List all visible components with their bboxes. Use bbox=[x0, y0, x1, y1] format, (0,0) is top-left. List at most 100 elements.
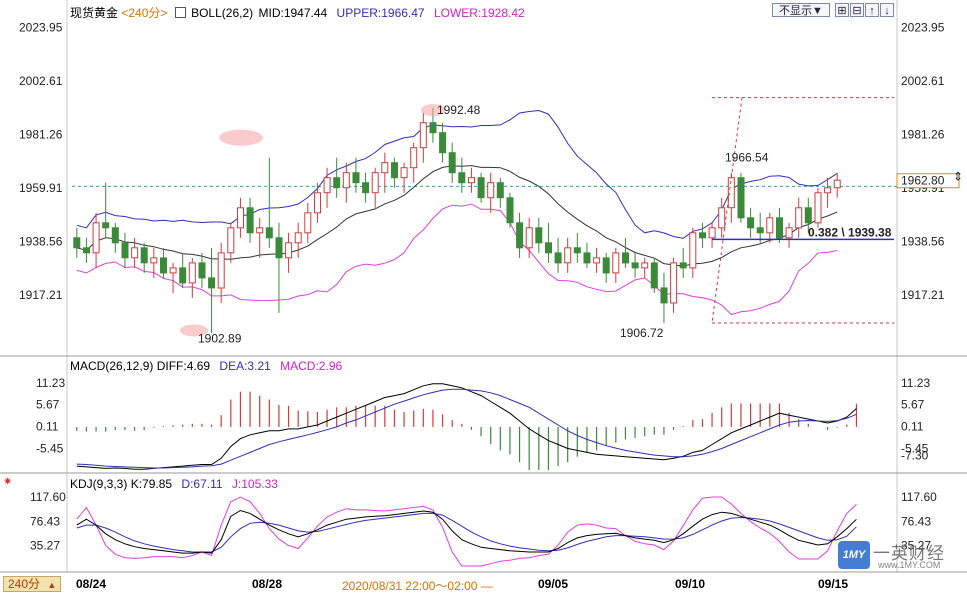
kdj-d: D:67.11 bbox=[181, 477, 223, 491]
instrument-name: 现货黄金 bbox=[70, 6, 119, 20]
period-selector-label: 240分 bbox=[8, 577, 41, 591]
kdj-k-line bbox=[76, 509, 857, 554]
candle-body-57 bbox=[622, 252, 629, 264]
high-marker bbox=[420, 104, 445, 117]
annot-high: 1992.48 bbox=[437, 103, 481, 117]
candle-body-40 bbox=[458, 172, 466, 184]
annot-low-2: 1906.72 bbox=[620, 326, 664, 340]
macd-header: MACD(26,12,9) DIFF:4.69 DEA:3.21 MACD:2.… bbox=[70, 359, 342, 373]
candle-body-50 bbox=[554, 252, 562, 264]
candle-body-66 bbox=[708, 227, 716, 239]
zoom-in-button[interactable]: ⊞ bbox=[835, 3, 849, 17]
price-tick-right-5: 1917.21 bbox=[901, 288, 945, 302]
hide-indicator-button[interactable]: 不显示▼ bbox=[772, 3, 830, 17]
current-price-label: 1962.80 bbox=[901, 174, 945, 188]
upper-marker bbox=[219, 129, 263, 146]
boll-lower-line bbox=[76, 203, 838, 316]
price-tick-left-5: 1917.21 bbox=[19, 288, 63, 302]
macd-tick-right-0: 11.23 bbox=[901, 376, 930, 390]
candle-body-37 bbox=[429, 122, 437, 134]
candle-body-13 bbox=[198, 262, 206, 279]
zoom-out-button[interactable]: ⊟ bbox=[850, 3, 864, 17]
annot-swing-high: 1966.54 bbox=[725, 150, 769, 164]
candle-body-2 bbox=[92, 222, 100, 254]
candle-body-38 bbox=[439, 132, 447, 154]
candle-body-10 bbox=[169, 267, 177, 274]
date-label-3: 09/10 bbox=[675, 577, 706, 591]
settings-gear-icon[interactable]: ✷ bbox=[3, 476, 13, 488]
candle-body-26 bbox=[323, 177, 331, 194]
price-header: 现货黄金 <240分> BOLL(26,2) MID:1947.44 UPPER… bbox=[70, 4, 525, 21]
candle-body-59 bbox=[641, 262, 649, 269]
boll-upper: UPPER:1966.47 bbox=[336, 6, 425, 20]
candle-body-43 bbox=[487, 182, 495, 199]
candle-body-28 bbox=[342, 172, 350, 189]
candle-body-21 bbox=[275, 237, 283, 259]
kdj-tick-left-0: 117.60 bbox=[30, 490, 66, 504]
candle-body-73 bbox=[776, 217, 783, 239]
candle-body-34 bbox=[400, 167, 408, 179]
macd-tick-left-3: -5.45 bbox=[36, 441, 64, 455]
candle-body-33 bbox=[391, 162, 398, 179]
current-price-box bbox=[896, 173, 960, 189]
candle-body-4 bbox=[111, 227, 119, 244]
macd-tick-right-3: -5.45 bbox=[901, 441, 929, 455]
candle-body-0 bbox=[73, 237, 81, 249]
brand-name: 一英财经 bbox=[873, 544, 945, 563]
candle-body-14 bbox=[208, 277, 216, 289]
candle-body-35 bbox=[410, 147, 418, 169]
fib-diagonal bbox=[711, 97, 743, 324]
candle-body-61 bbox=[660, 287, 668, 304]
price-tick-left-4: 1938.56 bbox=[19, 234, 63, 248]
kdj-j: J:105.33 bbox=[231, 477, 278, 491]
candle-body-20 bbox=[265, 227, 273, 239]
boll-mid: MID:1947.44 bbox=[258, 6, 328, 20]
candle-body-69 bbox=[737, 177, 745, 219]
kdj-tick-left-1: 76.43 bbox=[30, 514, 60, 528]
annot-fib: 0.382 \ 1939.38 bbox=[808, 225, 892, 239]
date-label-0: 08/24 bbox=[76, 577, 107, 591]
candle-body-51 bbox=[564, 247, 572, 264]
candle-body-39 bbox=[448, 152, 456, 174]
candle-body-60 bbox=[650, 262, 658, 289]
boll-upper-line bbox=[76, 109, 838, 239]
macd-tick-left-2: 0.11 bbox=[36, 419, 59, 433]
candle-body-17 bbox=[237, 207, 244, 229]
panel-down-button[interactable]: ↓ bbox=[880, 3, 894, 17]
candle-body-8 bbox=[150, 257, 158, 264]
candle-body-78 bbox=[824, 187, 832, 194]
boll-toggle[interactable] bbox=[174, 7, 186, 18]
kdj-header: KDJ(9,3,3) K:79.85 D:67.11 J:105.33 bbox=[70, 477, 278, 491]
candle-body-41 bbox=[468, 177, 475, 184]
candle-body-36 bbox=[419, 122, 427, 149]
candle-body-47 bbox=[525, 227, 533, 249]
candle-body-48 bbox=[535, 227, 543, 244]
macd-dea: DEA:3.21 bbox=[219, 359, 271, 373]
kdj-tick-right-0: 117.60 bbox=[901, 490, 937, 504]
price-tick-left-0: 2023.95 bbox=[19, 21, 63, 35]
candle-body-9 bbox=[160, 257, 167, 274]
candle-body-12 bbox=[188, 262, 196, 284]
kdj-j-line bbox=[76, 496, 857, 567]
panel-up-button[interactable]: ↑ bbox=[865, 3, 879, 17]
macd-tick-left-0: 11.23 bbox=[36, 376, 65, 390]
candle-body-5 bbox=[121, 242, 129, 259]
macd-current-marker: -7.30 bbox=[901, 449, 929, 463]
boll-label: BOLL(26,2) bbox=[191, 6, 254, 20]
kdj-k: K:79.85 bbox=[130, 477, 173, 491]
period-label: <240分> bbox=[121, 6, 168, 20]
price-tick-right-1: 2002.61 bbox=[901, 74, 945, 88]
candle-body-45 bbox=[506, 197, 514, 224]
candle-body-19 bbox=[256, 227, 264, 234]
price-tick-right-0: 2023.95 bbox=[901, 21, 945, 35]
price-tick-left-2: 1981.26 bbox=[19, 128, 63, 142]
candle-body-16 bbox=[227, 227, 235, 254]
kdj-d-line bbox=[76, 512, 857, 553]
candle-body-46 bbox=[516, 222, 524, 249]
period-selector[interactable]: 240分 ▲ bbox=[3, 576, 61, 592]
candle-body-63 bbox=[679, 262, 687, 269]
price-scale-icon: ⇕ bbox=[953, 170, 963, 184]
price-tick-left-3: 1959.91 bbox=[19, 181, 63, 195]
candle-body-75 bbox=[795, 207, 803, 229]
